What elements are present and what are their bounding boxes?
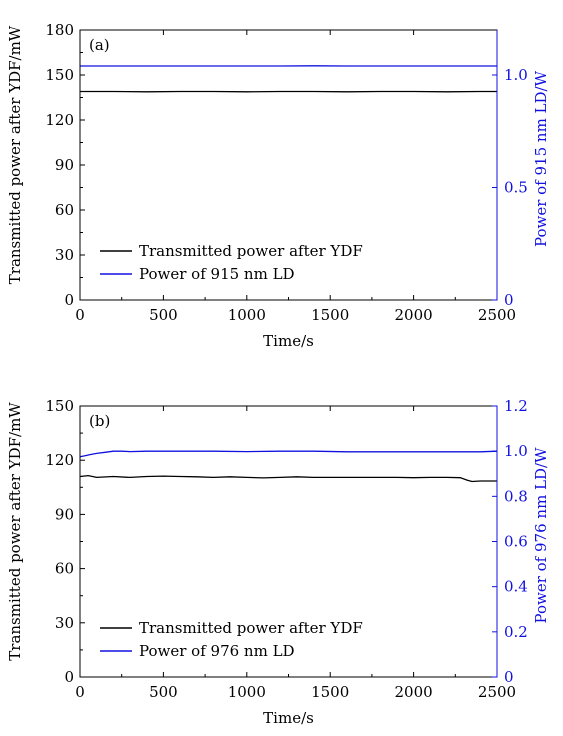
y2-tick-label: 0: [504, 291, 514, 309]
legend-a: Transmitted power after YDF Power of 915…: [100, 242, 363, 283]
legend-label-transmitted-b: Transmitted power after YDF: [139, 619, 363, 637]
x-tick-label: 2500: [478, 306, 516, 324]
y2-tick-label: 0.2: [504, 623, 528, 641]
y-tick-label: 120: [45, 451, 74, 469]
x-tick-label: 0: [75, 683, 85, 701]
y-tick-label: 150: [45, 66, 74, 84]
x-tick-label: 1000: [228, 683, 266, 701]
chart-panel-b: 0 500 1000 1500 2000 2500030609012015000.20.4…: [6, 397, 550, 727]
panel-label-a: (a): [89, 36, 110, 54]
y2-tick-label: 0.6: [504, 533, 528, 551]
legend-b: Transmitted power after YDF Power of 976…: [100, 619, 363, 660]
y-tick-label: 90: [55, 505, 74, 523]
y-tick-label: 120: [45, 111, 74, 129]
series-layer-a: [80, 65, 497, 93]
legend-label-transmitted-a: Transmitted power after YDF: [139, 242, 363, 260]
y2-tick-label: 0: [504, 668, 514, 686]
y-tick-label: 180: [45, 21, 74, 39]
y2-axis-title-b: Power of 976 nm LD/W: [532, 447, 550, 624]
series-line-transmitted-b: [79, 474, 497, 483]
legend-label-ld-a: Power of 915 nm LD: [139, 265, 295, 283]
y-tick-label: 0: [64, 291, 74, 309]
y2-tick-label: 1.0: [504, 66, 528, 84]
x-axis-title-b: Time/s: [263, 709, 314, 727]
series-line-ld-b: [79, 450, 498, 458]
legend-label-ld-b: Power of 976 nm LD: [139, 642, 295, 660]
y-tick-label: 150: [45, 397, 74, 415]
series-layer-b: [79, 450, 498, 483]
y2-tick-label: 0.5: [504, 179, 528, 197]
y-tick-label: 60: [55, 201, 74, 219]
y-tick-label: 30: [55, 614, 74, 632]
y2-tick-label: 1.2: [504, 397, 528, 415]
x-axis-title-a: Time/s: [263, 332, 314, 350]
x-tick-label: 0: [75, 306, 85, 324]
x-tick-label: 1500: [311, 306, 349, 324]
y2-axis-title-a: Power of 915 nm LD/W: [532, 70, 550, 247]
x-tick-label: 2000: [395, 683, 433, 701]
x-tick-label: 1000: [228, 306, 266, 324]
y2-tick-label: 1.0: [504, 442, 528, 460]
y-tick-label: 0: [64, 668, 74, 686]
y-tick-label: 60: [55, 560, 74, 578]
y-axis-title-a: Transmitted power after YDF/mW: [6, 25, 24, 284]
panel-label-b: (b): [89, 412, 110, 430]
x-tick-label: 2500: [478, 683, 516, 701]
x-tick-label: 2000: [395, 306, 433, 324]
y2-tick-label: 0.4: [504, 578, 528, 596]
y-tick-label: 30: [55, 246, 74, 264]
y-tick-label: 90: [55, 156, 74, 174]
chart-panel-a: 0 500 1000 1500 2000 2500030609012015018000.5…: [6, 21, 550, 350]
x-tick-label: 500: [149, 306, 178, 324]
ticks-layer-a: 0 500 1000 1500 2000 2500030609012015018000.5…: [45, 21, 528, 324]
y-axis-title-b: Transmitted power after YDF/mW: [6, 402, 24, 661]
x-tick-label: 500: [149, 683, 178, 701]
y2-tick-label: 0.8: [504, 487, 528, 505]
x-tick-label: 1500: [311, 683, 349, 701]
ticks-layer-b: 0 500 1000 1500 2000 2500030609012015000.20.4…: [45, 397, 528, 701]
